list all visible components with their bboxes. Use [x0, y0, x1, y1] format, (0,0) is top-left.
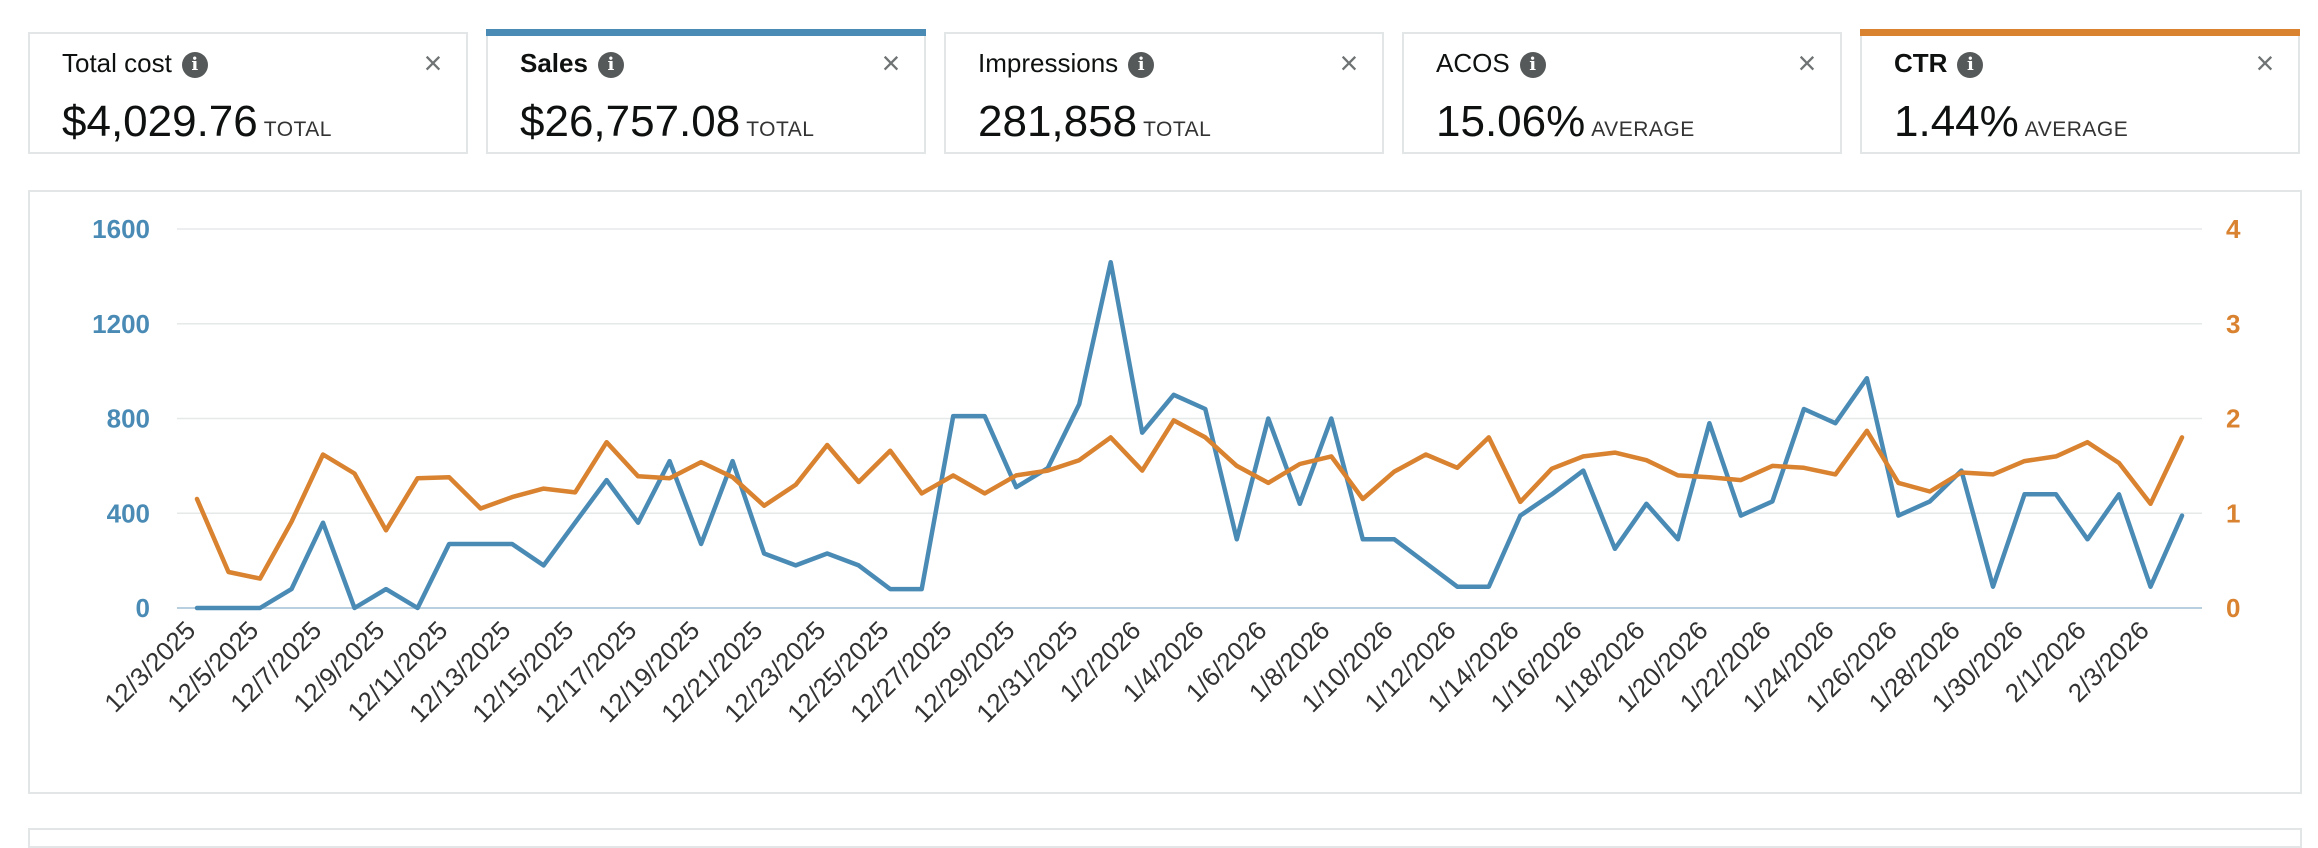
close-icon[interactable]: × — [1797, 45, 1817, 81]
y-right-tick-label: 3 — [2226, 309, 2240, 339]
metric-title-label: ACOS — [1436, 48, 1510, 78]
y-left-tick-label: 1200 — [92, 309, 150, 339]
series-line-ctr — [194, 418, 2185, 581]
y-right-tick-label: 1 — [2226, 498, 2240, 528]
close-icon[interactable]: × — [881, 45, 901, 81]
metric-card-acos[interactable]: ACOS i × 15.06% AVERAGE — [1402, 32, 1842, 154]
metric-title: Impressions i — [978, 46, 1155, 80]
close-icon[interactable]: × — [2255, 45, 2275, 81]
y-right-tick-label: 2 — [2226, 404, 2240, 434]
info-icon[interactable]: i — [597, 52, 624, 78]
info-icon[interactable]: i — [181, 52, 208, 78]
info-icon[interactable]: i — [1519, 52, 1546, 78]
series-line-sales — [194, 259, 2185, 611]
y-right-tick-label: 0 — [2226, 593, 2240, 623]
metric-value: 15.06% AVERAGE — [1436, 94, 1695, 158]
metric-title-label: Total cost — [62, 48, 172, 78]
metric-title-label: Sales — [520, 48, 588, 78]
y-left-tick-label: 800 — [107, 404, 150, 434]
close-icon[interactable]: × — [423, 45, 443, 81]
table-panel-edge — [28, 828, 2302, 848]
metric-title: Total cost i — [62, 46, 208, 80]
metric-card-impressions[interactable]: Impressions i × 281,858 TOTAL — [944, 32, 1384, 154]
y-left-tick-label: 400 — [107, 498, 150, 528]
y-left-tick-label: 0 — [136, 593, 150, 623]
selected-accent-bar — [486, 29, 926, 36]
metric-value-number: $26,757.08 — [520, 97, 741, 146]
metric-card-total-cost[interactable]: Total cost i × $4,029.76 TOTAL — [28, 32, 468, 154]
metric-title: CTR i — [1894, 46, 1984, 80]
metric-title-label: Impressions — [978, 48, 1119, 78]
close-icon[interactable]: × — [1339, 45, 1359, 81]
y-right-tick-label: 4 — [2226, 214, 2241, 244]
metric-qualifier: AVERAGE — [2024, 118, 2129, 141]
metric-card-sales[interactable]: Sales i × $26,757.08 TOTAL — [486, 29, 926, 154]
metric-value-number: 281,858 — [978, 97, 1138, 146]
metric-value: 281,858 TOTAL — [978, 94, 1211, 158]
metric-value: $26,757.08 TOTAL — [520, 94, 814, 158]
metric-qualifier: TOTAL — [746, 118, 815, 141]
y-left-tick-label: 1600 — [92, 214, 150, 244]
metric-value-number: 1.44% — [1894, 97, 2019, 146]
chart-panel: 0 400 800 1200 1600 0 1 2 3 4 12/3/2025 12/5/2025 12… — [28, 190, 2302, 794]
metric-title: Sales i — [520, 46, 624, 80]
metric-value: $4,029.76 TOTAL — [62, 94, 332, 158]
info-icon[interactable]: i — [1957, 52, 1984, 78]
metric-value-number: $4,029.76 — [62, 97, 258, 146]
metric-qualifier: AVERAGE — [1591, 118, 1695, 141]
metric-qualifier: TOTAL — [263, 118, 332, 141]
metric-value: 1.44% AVERAGE — [1894, 94, 2128, 158]
metric-title-label: CTR — [1894, 48, 1948, 78]
metric-value-number: 15.06% — [1436, 97, 1586, 146]
metric-title: ACOS i — [1436, 46, 1546, 80]
selected-accent-bar — [1860, 29, 2300, 36]
performance-line-chart: 0400800120016000123412/3/202512/5/202512… — [92, 214, 2241, 728]
metric-qualifier: TOTAL — [1143, 118, 1212, 141]
info-icon[interactable]: i — [1128, 52, 1155, 78]
metric-card-ctr[interactable]: CTR i × 1.44% AVERAGE — [1860, 29, 2300, 154]
